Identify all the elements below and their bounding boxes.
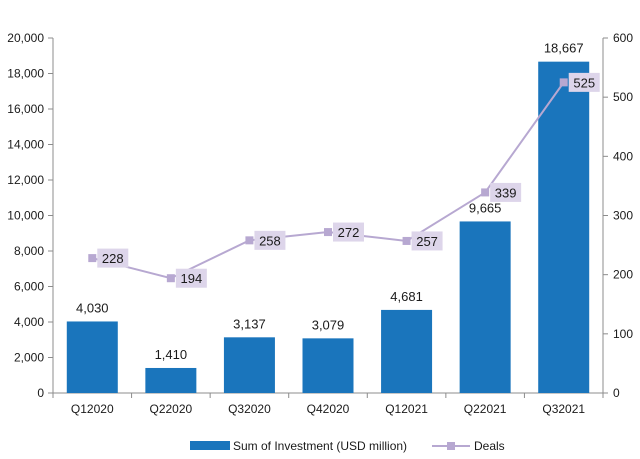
deals-label: 272 [338,225,360,240]
deals-label-box [568,72,600,92]
investment-bar [459,221,511,393]
deals-label-box [333,222,364,242]
deals-label-box [254,230,286,250]
legend-swatch-deals-marker [447,442,455,450]
investment-bar-label: 9,665 [469,200,502,215]
y-right-tick-label: 200 [613,268,633,282]
y-right-tick-label: 300 [613,209,633,223]
investment-bar-label: 3,137 [233,316,266,331]
investment-bar [538,61,590,393]
deals-label-box [490,182,522,202]
x-tick-label: Q22021 [464,402,507,416]
legend: Sum of Investment (USD million) Deals [190,439,505,453]
investment-bar-label: 1,410 [155,347,188,362]
deals-marker [245,236,254,245]
y-left-tick-label: 20,000 [7,31,44,45]
y-right-tick-label: 100 [613,327,633,341]
y-left-tick-label: 0 [37,386,44,400]
deals-marker [559,78,568,87]
investment-bar [66,321,118,393]
y-left-tick-label: 10,000 [7,209,44,223]
x-tick-label: Q32021 [542,402,585,416]
deals-label: 257 [416,234,438,249]
deals-label-box [97,248,129,268]
deals-label: 228 [102,251,124,266]
x-tick-label: Q42020 [307,402,350,416]
y-right-tick-label: 0 [613,386,620,400]
y-right-tick-label: 500 [613,90,633,104]
investment-bar-label: 3,079 [312,317,345,332]
deals-marker [402,236,411,245]
y-left-tick-label: 12,000 [7,173,44,187]
legend-label-investment: Sum of Investment (USD million) [233,439,407,453]
deals-label: 525 [573,75,595,90]
y-left-tick-label: 18,000 [7,67,44,81]
investment-bar-label: 18,667 [544,41,584,56]
deals-label: 258 [259,233,281,248]
legend-swatch-investment [190,441,230,450]
investment-bar [381,309,433,393]
deals-marker [324,228,332,237]
x-tick-label: Q22020 [150,402,193,416]
x-tick-label: Q12021 [385,402,428,416]
deals-marker [166,274,175,283]
y-left-tick-label: 2,000 [14,351,44,365]
y-left-tick-label: 6,000 [14,280,44,294]
deals-marker [481,188,490,197]
y-left-tick-label: 8,000 [14,244,44,258]
plot-area: 0 2,000 4,000 6,000 8,000 10,000 12,000 14,000 1… [7,31,633,416]
investment-bar-label: 4,030 [76,300,109,315]
investment-bar [302,338,354,393]
y-left-tick-label: 16,000 [7,102,44,116]
investment-bar-label: 4,681 [390,289,423,304]
y-left-tick-label: 14,000 [7,138,44,152]
y-right-tick-label: 600 [613,31,633,45]
deals-label: 194 [181,271,203,286]
investment-bar [145,367,197,393]
deals-label: 339 [495,185,517,200]
y-left-tick-label: 4,000 [14,315,44,329]
x-tick-label: Q12020 [71,402,114,416]
investment-bar [223,337,275,393]
deals-label-box [175,268,207,288]
x-tick-label: Q32020 [228,402,271,416]
y-right-tick-label: 400 [613,149,633,163]
deals-label-box [411,231,443,251]
deals-marker [88,254,97,263]
legend-label-deals: Deals [474,439,505,453]
